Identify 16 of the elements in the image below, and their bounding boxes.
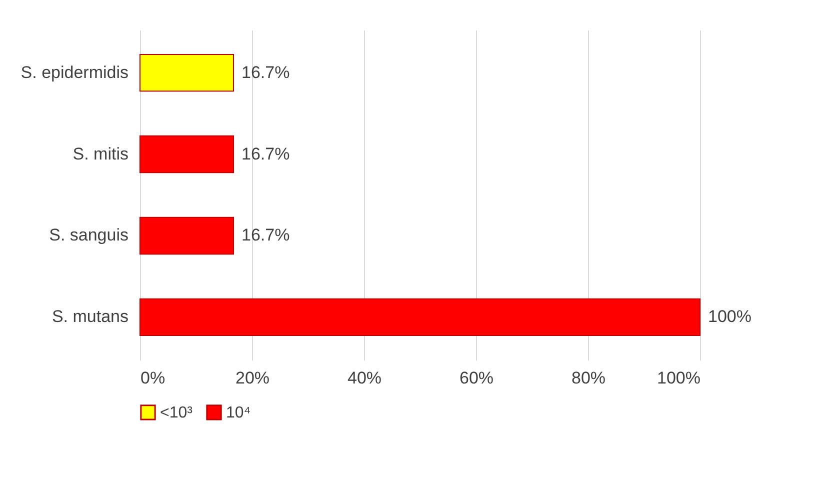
- data-label: 100%: [708, 307, 752, 326]
- x-tick-label: 60%: [459, 368, 494, 388]
- x-tick-label: 40%: [347, 368, 382, 388]
- x-tick-label: 100%: [657, 368, 700, 388]
- legend-label: <10³: [160, 404, 194, 422]
- y-tick-label: S. mutans: [52, 307, 128, 326]
- y-tick-label: S. sanguis: [49, 226, 128, 245]
- x-tick-label: 80%: [571, 368, 606, 388]
- legend-label: 10⁴: [226, 404, 251, 422]
- x-tick-label: 0%: [140, 368, 166, 388]
- y-tick-label: S. mitis: [72, 144, 128, 164]
- data-label: 16.7%: [242, 62, 290, 82]
- data-label: 16.7%: [242, 144, 290, 164]
- x-tick-label: 20%: [235, 368, 270, 388]
- y-tick-label: S. epidermidis: [20, 62, 128, 82]
- data-label: 16.7%: [242, 226, 290, 245]
